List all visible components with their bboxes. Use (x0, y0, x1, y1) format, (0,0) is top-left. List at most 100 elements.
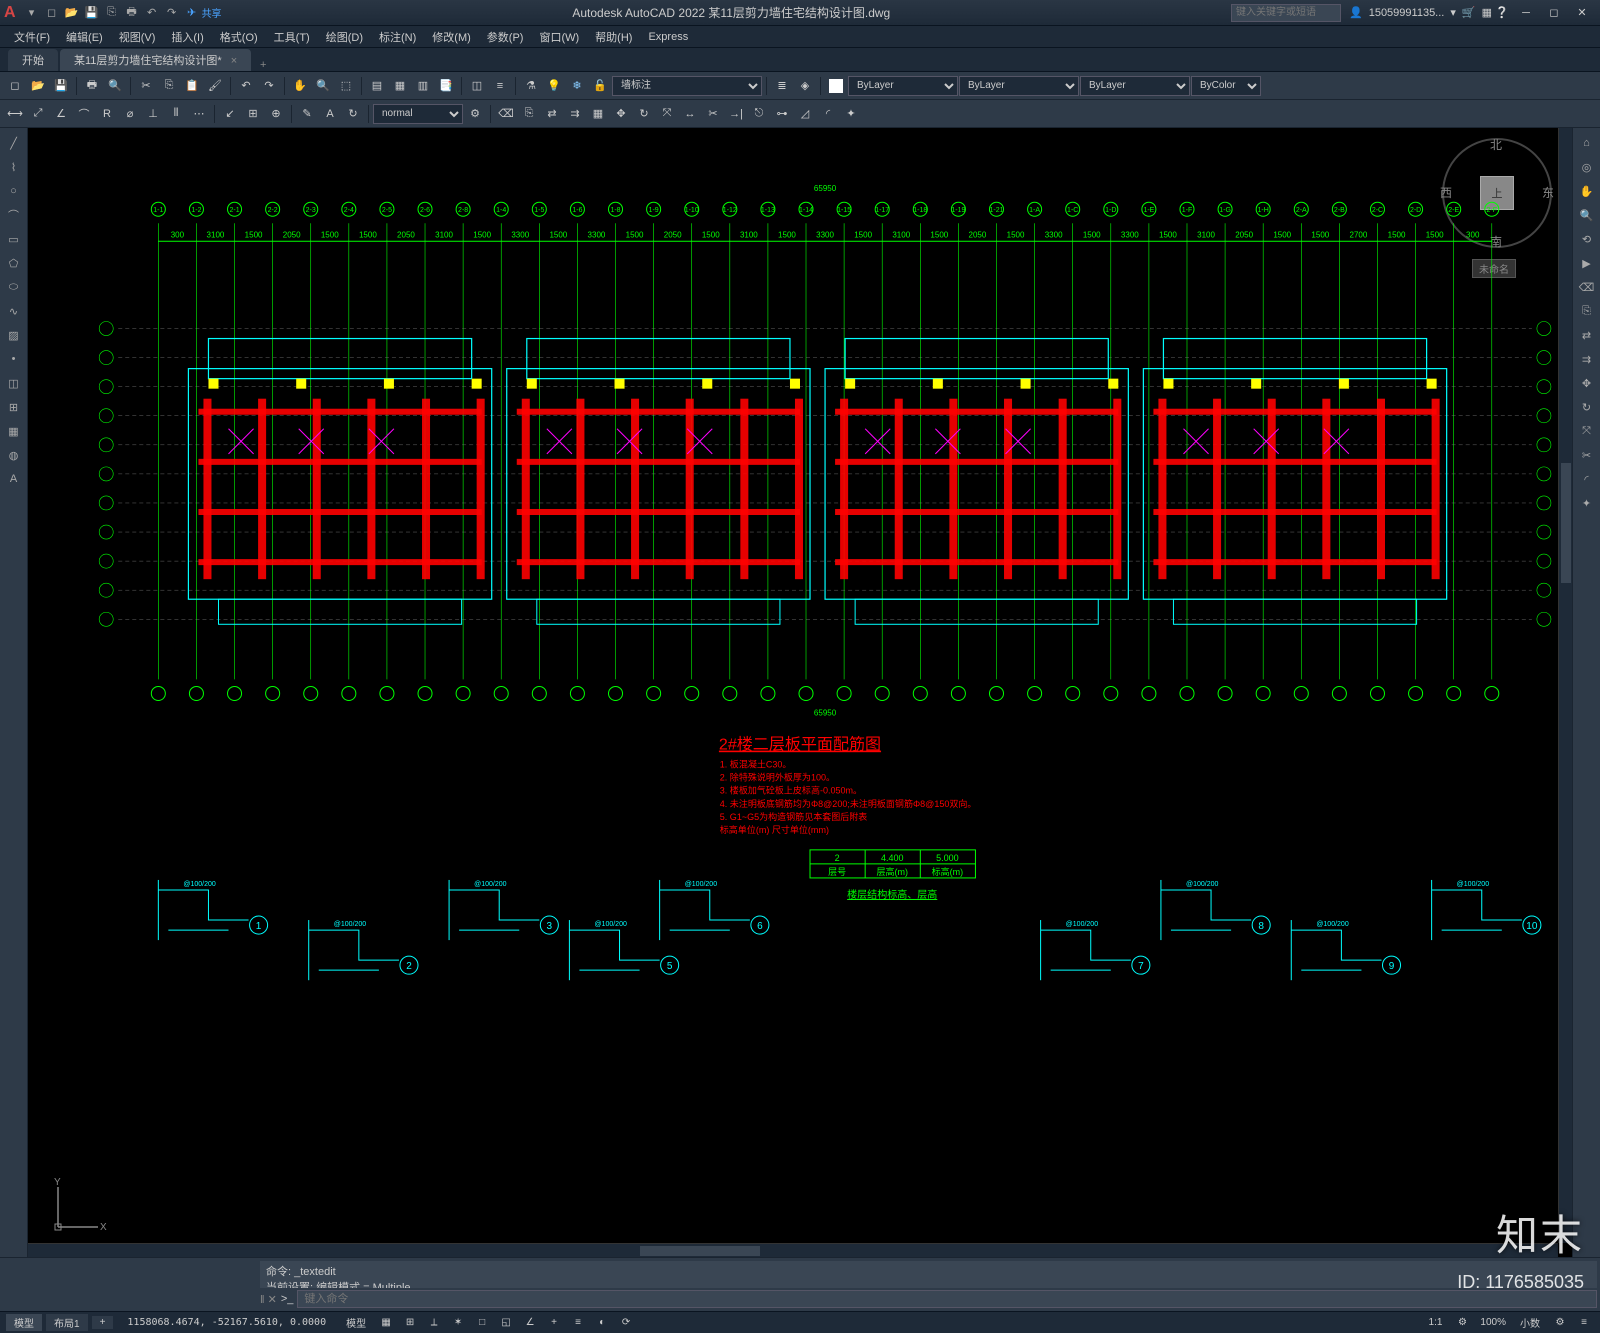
sb-grid-icon[interactable]: ▦ (376, 1314, 396, 1332)
save-icon[interactable]: 💾 (83, 4, 101, 22)
tb-block-icon[interactable]: ◫ (466, 75, 488, 97)
tb-toolpalette-icon[interactable]: ▥ (412, 75, 434, 97)
sb-ortho-icon[interactable]: ⟂ (424, 1314, 444, 1332)
dim-edit-icon[interactable]: ✎ (296, 103, 318, 125)
mod-extend-icon[interactable]: →| (725, 103, 747, 125)
sb-cycling-icon[interactable]: ⟳ (616, 1314, 636, 1332)
sb-lwt-icon[interactable]: ≡ (568, 1314, 588, 1332)
tb-zoom-icon[interactable]: 🔍 (312, 75, 334, 97)
tb-cut-icon[interactable]: ✂ (135, 75, 157, 97)
color-combo[interactable]: ByLayer (848, 76, 958, 96)
nav-home-icon[interactable]: ⌂ (1576, 132, 1598, 154)
sb-customize-icon[interactable]: ≡ (1574, 1314, 1594, 1332)
mod-rotate-icon[interactable]: ↻ (633, 103, 655, 125)
menu-d[interactable]: 绘图(D) (318, 27, 371, 47)
tb-open-icon[interactable]: 📂 (27, 75, 49, 97)
tb-print-icon[interactable]: 🖶 (81, 75, 103, 97)
menu-i[interactable]: 插入(I) (163, 27, 211, 47)
mod2-copy-icon[interactable]: ⎘ (1576, 300, 1598, 322)
tb-copy-icon[interactable]: ⎘ (158, 75, 180, 97)
draw-arc-icon[interactable]: ⌒ (3, 204, 25, 226)
lineweight-combo[interactable]: ByLayer (1080, 76, 1190, 96)
menu-express[interactable]: Express (640, 29, 696, 45)
user-name[interactable]: 15059991135... (1369, 7, 1445, 19)
dim-diameter-icon[interactable]: ⌀ (119, 103, 141, 125)
sb-osnap-icon[interactable]: □ (472, 1314, 492, 1332)
mod-move-icon[interactable]: ✥ (610, 103, 632, 125)
sb-scale-label[interactable]: 1:1 (1423, 1314, 1449, 1332)
saveas-icon[interactable]: ⎘ (103, 4, 121, 22)
mod-array-icon[interactable]: ▦ (587, 103, 609, 125)
command-handle-icon[interactable]: ‖ ✕ (260, 1293, 277, 1306)
mod2-scale-icon[interactable]: ⤧ (1576, 420, 1598, 442)
start-tab[interactable]: 开始 (8, 49, 58, 71)
nav-showmotion-icon[interactable]: ▶ (1576, 252, 1598, 274)
draw-hatch-icon[interactable]: ▨ (3, 324, 25, 346)
redo-icon[interactable]: ↷ (163, 4, 181, 22)
dim-leader-icon[interactable]: ↙ (219, 103, 241, 125)
tb-sheetset-icon[interactable]: 📑 (435, 75, 457, 97)
layer-freeze-icon[interactable]: ❄ (566, 75, 588, 97)
nav-orbit-icon[interactable]: ⟲ (1576, 228, 1598, 250)
tb-paste-icon[interactable]: 📋 (181, 75, 203, 97)
mod-chamfer-icon[interactable]: ◿ (794, 103, 816, 125)
qat-menu-icon[interactable]: ▾ (23, 4, 41, 22)
sb-zoom-label[interactable]: 100% (1476, 1314, 1510, 1332)
signin-icon[interactable]: 👤 (1349, 6, 1363, 19)
nav-zoom2-icon[interactable]: 🔍 (1576, 204, 1598, 226)
draw-table-icon[interactable]: ▦ (3, 420, 25, 442)
draw-text-icon[interactable]: A (3, 468, 25, 490)
mod-scale-icon[interactable]: ⤧ (656, 103, 678, 125)
mod2-fillet-icon[interactable]: ◜ (1576, 468, 1598, 490)
menu-p[interactable]: 参数(P) (479, 27, 532, 47)
menu-e[interactable]: 编辑(E) (58, 27, 111, 47)
tb-save-icon[interactable]: 💾 (50, 75, 72, 97)
tb-redo-icon[interactable]: ↷ (258, 75, 280, 97)
draw-pline-icon[interactable]: ⌇ (3, 156, 25, 178)
mod-join-icon[interactable]: ⊶ (771, 103, 793, 125)
sb-units-label[interactable]: 小数 (1514, 1314, 1546, 1332)
nav-wheel-icon[interactable]: ◎ (1576, 156, 1598, 178)
mod-break-icon[interactable]: ⎋ (748, 103, 770, 125)
dim-baseline-icon[interactable]: ⫴ (165, 103, 187, 125)
layer-iso-icon[interactable]: ◈ (794, 75, 816, 97)
draw-block-icon[interactable]: ◫ (3, 372, 25, 394)
mod2-offset-icon[interactable]: ⇉ (1576, 348, 1598, 370)
minimize-button[interactable]: ─ (1512, 3, 1540, 23)
menu-h[interactable]: 帮助(H) (587, 27, 640, 47)
help-search-input[interactable] (1231, 4, 1341, 22)
menu-m[interactable]: 修改(M) (424, 27, 479, 47)
nav-pan2-icon[interactable]: ✋ (1576, 180, 1598, 202)
help-icon[interactable]: ❔ (1493, 4, 1511, 22)
draw-point-icon[interactable]: • (3, 348, 25, 370)
draw-line-icon[interactable]: ╱ (3, 132, 25, 154)
tb-match-icon[interactable]: 🖌 (204, 75, 226, 97)
layer-states-icon[interactable]: ≣ (771, 75, 793, 97)
sb-snap-icon[interactable]: ⊞ (400, 1314, 420, 1332)
menu-o[interactable]: 格式(O) (212, 27, 266, 47)
tb-props-icon[interactable]: ▤ (366, 75, 388, 97)
mod-stretch-icon[interactable]: ↔ (679, 103, 701, 125)
mod-offset-icon[interactable]: ⇉ (564, 103, 586, 125)
draw-polygon-icon[interactable]: ⬠ (3, 252, 25, 274)
dim-tedit-icon[interactable]: A (319, 103, 341, 125)
tb-designcenter-icon[interactable]: ▦ (389, 75, 411, 97)
open-icon[interactable]: 📂 (63, 4, 81, 22)
command-input[interactable] (297, 1290, 1597, 1308)
new-icon[interactable]: ◻ (43, 4, 61, 22)
undo-icon[interactable]: ↶ (143, 4, 161, 22)
dim-angular-icon[interactable]: ∠ (50, 103, 72, 125)
dim-tolerance-icon[interactable]: ⊞ (242, 103, 264, 125)
mod2-trim-icon[interactable]: ✂ (1576, 444, 1598, 466)
tb-zoomwin-icon[interactable]: ⬚ (335, 75, 357, 97)
layer-lock-icon[interactable]: 🔓 (589, 75, 611, 97)
dim-linear-icon[interactable]: ⟷ (4, 103, 26, 125)
dim-center-icon[interactable]: ⊕ (265, 103, 287, 125)
mod2-erase-icon[interactable]: ⌫ (1576, 276, 1598, 298)
menu-n[interactable]: 标注(N) (371, 27, 424, 47)
sb-dyn-icon[interactable]: + (544, 1314, 564, 1332)
h-scrollbar[interactable] (28, 1243, 1558, 1257)
menu-t[interactable]: 工具(T) (266, 27, 318, 47)
user-dropdown-icon[interactable]: ▾ (1450, 6, 1456, 19)
mod-mirror-icon[interactable]: ⇄ (541, 103, 563, 125)
